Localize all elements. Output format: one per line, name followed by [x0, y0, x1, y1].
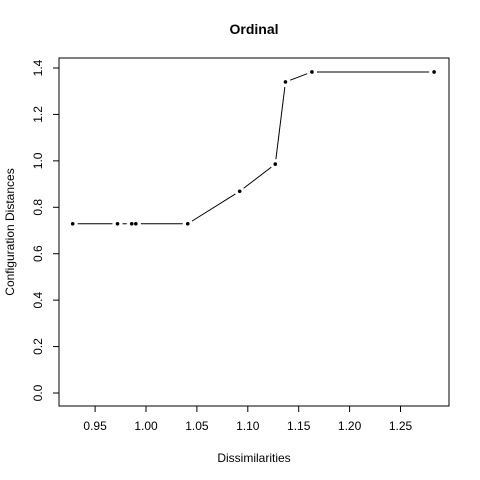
series-segment	[289, 73, 308, 81]
data-point	[310, 70, 314, 74]
chart-title: Ordinal	[229, 21, 278, 37]
data-point	[115, 221, 120, 226]
y-tick-label: 0.6	[31, 245, 45, 262]
x-tick-label: 1.15	[287, 419, 311, 433]
series-segment	[243, 166, 272, 189]
plot-frame	[58, 57, 450, 407]
y-tick-label: 0.0	[31, 384, 45, 401]
data-point	[273, 162, 278, 166]
x-tick-label: 1.00	[134, 419, 158, 433]
data-point	[185, 221, 190, 226]
series-line	[77, 71, 430, 225]
data-point	[134, 221, 138, 226]
y-axis-label: Configuration Distances	[3, 168, 17, 295]
data-point	[237, 189, 242, 194]
y-tick-label: 0.2	[31, 338, 45, 355]
data-point	[432, 70, 436, 74]
data-point	[70, 221, 75, 226]
x-tick-label: 1.10	[236, 419, 260, 433]
x-axis: 0.95 1.00 1.05 1.10 1.15 1.20 1.25	[83, 405, 413, 433]
y-tick-label: 1.4	[31, 59, 45, 76]
x-tick-label: 1.05	[185, 419, 209, 433]
y-tick-label: 0.4	[31, 291, 45, 308]
y-axis: 0.0 0.2 0.4 0.6 0.8 1.0 1.2 1.4	[31, 59, 60, 401]
y-tick-label: 0.8	[31, 199, 45, 216]
x-axis-label: Dissimilarities	[217, 451, 290, 465]
data-point	[129, 221, 134, 226]
series-points	[70, 70, 436, 226]
data-point	[283, 80, 288, 84]
x-tick-label: 1.25	[389, 419, 413, 433]
series-segment	[275, 86, 286, 160]
y-tick-label: 1.2	[31, 106, 45, 123]
x-tick-label: 1.20	[338, 419, 362, 433]
y-tick-label: 1.0	[31, 152, 45, 169]
x-tick-label: 0.95	[83, 419, 107, 433]
series-segment	[191, 193, 236, 222]
